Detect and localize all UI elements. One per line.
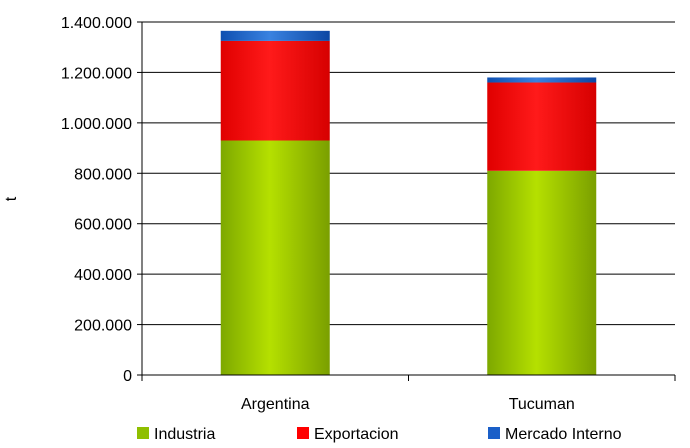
legend-label: Mercado Interno — [505, 426, 622, 443]
legend-label: Exportacion — [314, 426, 399, 443]
bar-exportacion-argentina — [220, 40, 330, 141]
bar-mercado-interno-tucuman — [487, 77, 597, 83]
bar-industria-argentina — [220, 140, 330, 375]
y-tick-label: 1.200.000 — [61, 65, 132, 82]
legend: Industria Exportacion Mercado Interno — [137, 426, 622, 443]
legend-label: Industria — [154, 426, 215, 443]
y-tick-label: 600.000 — [74, 217, 132, 234]
bar-industria-tucuman — [487, 170, 597, 375]
y-tick-label: 200.000 — [74, 318, 132, 335]
bars — [220, 30, 597, 375]
x-tick-label: Argentina — [241, 396, 310, 413]
legend-swatch — [297, 427, 309, 439]
y-tick-label: 1.400.000 — [61, 15, 132, 32]
legend-swatch — [488, 427, 500, 439]
y-tick-label: 400.000 — [74, 267, 132, 284]
bar-mercado-interno-argentina — [220, 30, 330, 41]
y-tick-label: 1.000.000 — [61, 116, 132, 133]
x-tick-label: Tucuman — [509, 396, 575, 413]
bar-exportacion-tucuman — [487, 82, 597, 171]
y-tick-label: 800.000 — [74, 166, 132, 183]
axes: t 0 200.000 400.000 600.000 800.000 1.000.000… — [3, 15, 676, 413]
y-axis-title: t — [3, 196, 20, 201]
y-tick-label: 0 — [123, 368, 132, 385]
legend-swatch — [137, 427, 149, 439]
